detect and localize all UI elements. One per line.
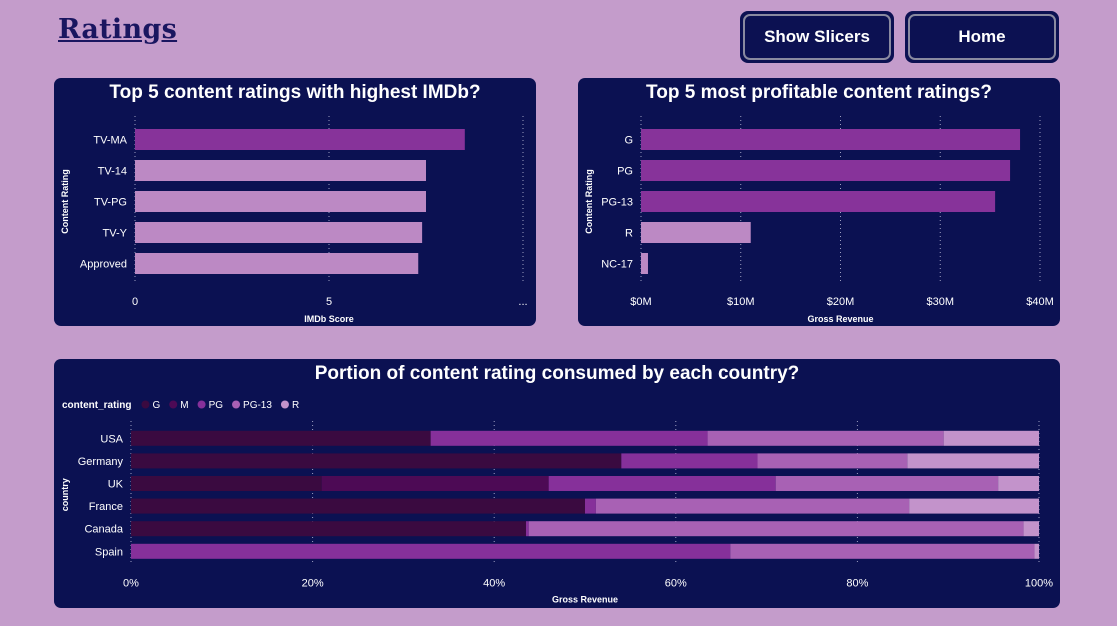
imdb-bar <box>135 191 426 212</box>
country-bar-segment <box>131 453 622 469</box>
revenue-x-axis-title: Gross Revenue <box>807 314 873 324</box>
country-category-label: Germany <box>78 456 124 468</box>
legend-marker <box>169 400 178 409</box>
country-bar-segment <box>131 498 585 514</box>
country-bar-segment <box>131 476 322 491</box>
country-bar-segment <box>525 521 529 537</box>
country-chart-title: Portion of content rating consumed by ea… <box>314 363 800 384</box>
country-y-axis-title: country <box>60 478 70 511</box>
imdb-chart-panel: 0 5... TV-MA TV-14 TV-PG TV-Y Approved IMDb Sco… <box>54 78 536 326</box>
imdb-bar <box>135 222 423 243</box>
legend-item-label: PG-13 <box>243 400 272 411</box>
imdb-bar <box>135 253 419 274</box>
imdb-x-tick-label: ... <box>518 296 527 308</box>
country-bar-segment <box>909 498 1039 514</box>
revenue-bar <box>641 129 1021 150</box>
country-category-label: France <box>89 501 123 513</box>
country-bar-segment <box>595 498 910 514</box>
revenue-category-label: PG <box>617 166 633 178</box>
country-bar-segment <box>131 430 431 446</box>
revenue-x-tick-label: $40M <box>1026 296 1054 308</box>
country-x-tick-label: 0% <box>123 578 139 590</box>
home-button[interactable]: Home <box>905 11 1059 63</box>
country-bar-segment <box>528 521 1024 537</box>
imdb-category-label: TV-Y <box>103 228 128 240</box>
revenue-x-tick-label: $10M <box>727 296 755 308</box>
country-bar-segment <box>1023 521 1039 537</box>
imdb-category-label: Approved <box>80 259 127 271</box>
legend-marker <box>232 400 241 409</box>
country-bar-segment <box>585 498 596 514</box>
revenue-category-label: R <box>625 228 633 240</box>
revenue-y-axis-title: Content Rating <box>584 169 594 234</box>
legend-item-label: R <box>292 400 299 411</box>
revenue-bar <box>641 191 996 212</box>
legend-marker <box>197 400 206 409</box>
legend-marker <box>280 400 289 409</box>
home-label: Home <box>908 14 1056 60</box>
country-bar-segment <box>907 453 1039 469</box>
show-slicers-label: Show Slicers <box>743 14 891 60</box>
legend-marker <box>141 400 150 409</box>
show-slicers-button[interactable]: Show Slicers <box>740 11 894 63</box>
imdb-bar-chart: 0 5 ... TV-MA TV-14 TV-PG TV-Y Approved IMDb Sco… <box>60 116 528 324</box>
country-x-tick-label: 40% <box>483 578 505 590</box>
imdb-chart-title: Top 5 content ratings with highest IMDb? <box>109 82 481 103</box>
country-bar-segment <box>131 543 731 559</box>
country-bar-segment <box>621 453 758 469</box>
country-bar-segment <box>757 453 908 469</box>
country-category-label: USA <box>100 433 123 445</box>
country-bar-segment <box>943 430 1039 446</box>
imdb-x-tick-label: 0 <box>132 296 138 308</box>
imdb-category-label: TV-MA <box>93 135 127 147</box>
revenue-chart-panel: $0M $10M $20M $30M $40M G PG PG-13 R NC-17 Gross R… <box>578 78 1060 326</box>
revenue-category-label: PG-13 <box>601 197 633 209</box>
legend-item-label: M <box>180 400 188 411</box>
country-bar-segment <box>548 476 776 491</box>
country-category-label: Canada <box>84 524 123 536</box>
country-bar-segment <box>998 476 1039 491</box>
country-category-label: Spain <box>95 546 123 558</box>
revenue-bar-chart: $0M $10M $20M $30M $40M G PG PG-13 R NC-17 Gross R… <box>584 116 1054 324</box>
legend-item-label: PG <box>209 400 224 411</box>
country-bar-segment <box>1034 543 1039 559</box>
page-title: Ratings <box>58 14 178 45</box>
revenue-category-label: NC-17 <box>601 259 633 271</box>
imdb-y-axis-title: Content Rating <box>60 169 70 234</box>
country-x-tick-label: 80% <box>846 578 868 590</box>
revenue-chart-title: Top 5 most profitable content ratings? <box>646 82 992 103</box>
country-bar-segment <box>775 476 999 491</box>
country-category-label: UK <box>108 479 124 491</box>
revenue-category-label: G <box>624 135 633 147</box>
revenue-x-tick-label: $0M <box>630 296 651 308</box>
country-x-axis-title: Gross Revenue <box>552 595 618 605</box>
country-chart-panel: 0% 20% 40% 60% 80% 100% USA Germany UK France Cana… <box>54 359 1060 608</box>
country-bar-segment <box>707 430 944 446</box>
country-x-tick-label: 60% <box>665 578 687 590</box>
imdb-x-axis-title: IMDb Score <box>304 314 354 324</box>
legend-title: content_rating <box>62 400 131 411</box>
revenue-bar <box>641 253 648 274</box>
revenue-x-tick-label: $30M <box>926 296 954 308</box>
country-stacked-chart: 0% 20% 40% 60% 80% 100% USA Germany UK France Cana… <box>60 400 1053 605</box>
imdb-category-label: TV-14 <box>98 166 127 178</box>
country-bar-segment <box>131 521 526 537</box>
country-bar-segment <box>430 430 708 446</box>
revenue-x-tick-label: $20M <box>827 296 855 308</box>
country-bar-segment <box>730 543 1035 559</box>
country-x-tick-label: 20% <box>302 578 324 590</box>
revenue-bar <box>641 222 751 243</box>
revenue-bar <box>641 160 1011 181</box>
country-bar-segment <box>321 476 549 491</box>
imdb-x-tick-label: 5 <box>326 296 332 308</box>
imdb-bar <box>135 160 426 181</box>
country-x-tick-label: 100% <box>1025 578 1053 590</box>
imdb-category-label: TV-PG <box>94 197 127 209</box>
legend-item-label: G <box>152 400 160 411</box>
imdb-bar <box>135 129 465 150</box>
